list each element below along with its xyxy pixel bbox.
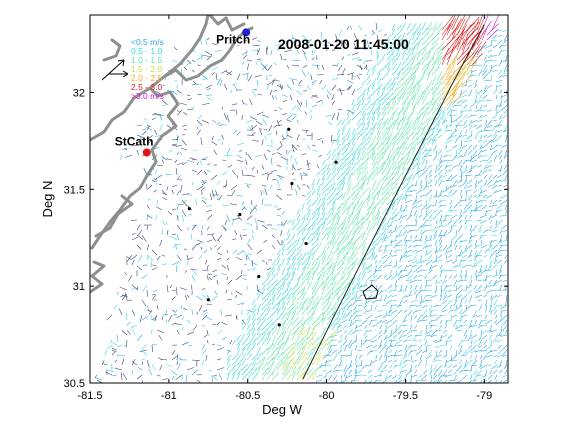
y-axis-label: Deg N	[40, 181, 55, 218]
x-tick-label: -79.5	[393, 390, 418, 402]
y-tick-label: 32	[73, 87, 85, 99]
buoy-dot	[257, 274, 261, 279]
x-tick-label: -80.5	[235, 390, 260, 402]
axes-frame	[89, 14, 509, 384]
legend-entry: 1.5 - 2.0	[131, 64, 162, 74]
y-tick-label: 31	[73, 281, 85, 293]
station-dot	[142, 148, 151, 157]
x-axis-label: Deg W	[262, 402, 302, 417]
compass-arrows-icon	[101, 59, 129, 81]
station-dot	[242, 28, 251, 37]
legend-entry: 0.5 - 1.0	[131, 46, 162, 56]
buoy-dot	[287, 127, 291, 131]
x-tick-label: -80	[319, 390, 335, 402]
plot-area	[90, 15, 508, 383]
y-tick-label: 31.5	[64, 184, 85, 196]
legend-entry: <0.5 m/s	[131, 37, 164, 47]
axis-ticks: -81.5 -81 -80.5 -80 -79.5 -79 30.5 31 31.5 32	[64, 15, 508, 402]
station-label: StCath	[115, 135, 154, 149]
legend-entry: 1.0 - 1.5	[131, 55, 162, 65]
buoy-dot	[334, 160, 338, 164]
x-tick-label: -79	[476, 390, 492, 402]
chart-title: 2008-01-20 11:45:00	[278, 36, 409, 52]
legend-entry: 2.5 - 3.0	[131, 82, 162, 92]
buoy-dot	[206, 298, 210, 302]
x-tick-label: -81.5	[77, 390, 102, 402]
buoy-dot	[290, 181, 294, 186]
buoy-dot	[304, 241, 308, 246]
y-tick-label: 30.5	[64, 378, 85, 390]
legend-entry: >3.0 m/s	[131, 91, 164, 101]
x-tick-label: -81	[161, 390, 177, 402]
buoy-dot	[238, 212, 242, 217]
speed-legend: <0.5 m/s0.5 - 1.01.0 - 1.51.5 - 2.02.0 -…	[131, 37, 164, 101]
target-polygon	[362, 284, 379, 300]
shelf-edge-line	[302, 24, 485, 380]
station-markers: Pritch StCath	[115, 28, 251, 157]
coastline	[90, 15, 254, 294]
buoy-markers	[187, 127, 338, 327]
station-label: Pritch	[216, 32, 250, 46]
current-vectors	[94, 15, 508, 383]
buoy-dot	[277, 323, 281, 327]
buoy-dot	[187, 207, 191, 211]
legend-entry: 2.0 - 2.5	[131, 73, 162, 83]
